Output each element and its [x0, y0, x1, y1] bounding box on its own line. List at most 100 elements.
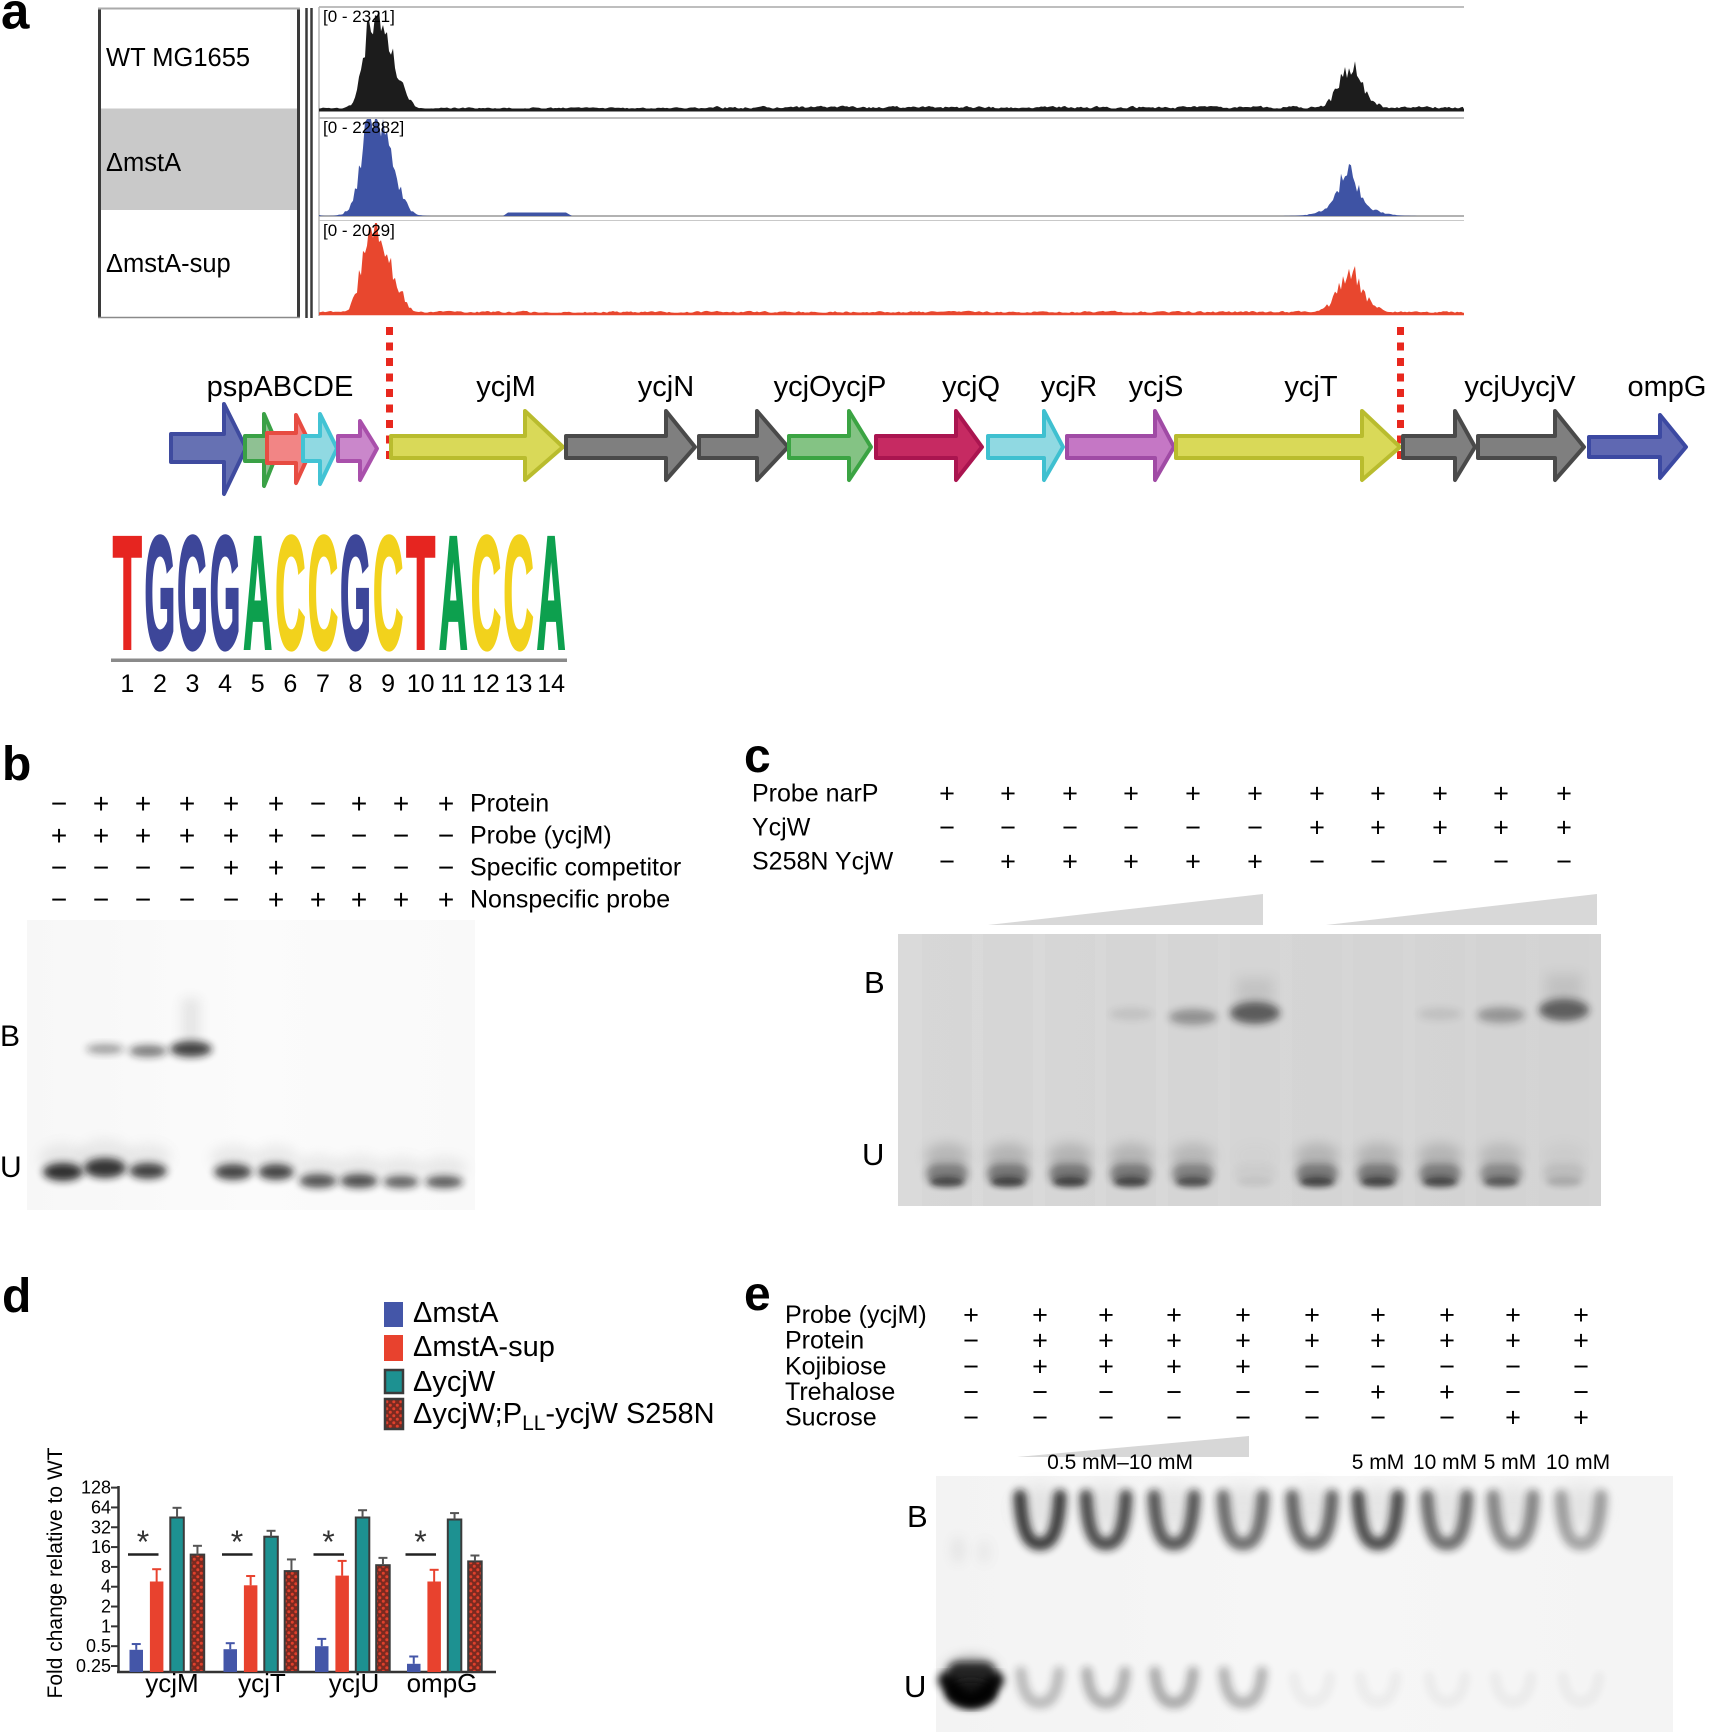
svg-text:C: C — [308, 503, 338, 682]
svg-text:Specific competitor: Specific competitor — [470, 854, 681, 882]
svg-text:+: + — [1000, 779, 1016, 809]
svg-text:−: − — [1439, 1352, 1455, 1382]
svg-text:9: 9 — [381, 670, 395, 698]
svg-text:8: 8 — [101, 1557, 111, 1577]
svg-text:+: + — [1247, 779, 1263, 809]
svg-text:+: + — [268, 788, 284, 819]
svg-text:ΔmstA-sup: ΔmstA-sup — [413, 1331, 555, 1363]
svg-text:−: − — [963, 1377, 979, 1407]
svg-text:T: T — [406, 504, 435, 683]
svg-text:−: − — [135, 884, 151, 915]
svg-text:*: * — [414, 1524, 426, 1560]
svg-text:−: − — [1032, 1377, 1048, 1407]
svg-text:+: + — [1062, 847, 1078, 877]
svg-text:−: − — [179, 884, 195, 915]
svg-text:−: − — [1000, 813, 1016, 843]
svg-text:1: 1 — [101, 1616, 111, 1636]
svg-text:+: + — [351, 788, 367, 819]
svg-text:−: − — [393, 820, 409, 851]
svg-text:Trehalose: Trehalose — [785, 1378, 895, 1406]
svg-text:−: − — [1304, 1377, 1320, 1407]
svg-text:c: c — [744, 730, 771, 783]
svg-text:−: − — [1098, 1403, 1114, 1433]
svg-text:YcjW: YcjW — [752, 814, 811, 842]
svg-text:5 mM: 5 mM — [1484, 1451, 1537, 1474]
svg-text:*: * — [231, 1524, 243, 1560]
svg-text:+: + — [1493, 813, 1509, 843]
svg-text:+: + — [1493, 779, 1509, 809]
svg-text:−: − — [1370, 1352, 1386, 1382]
svg-text:4: 4 — [218, 670, 232, 698]
svg-text:G: G — [210, 502, 241, 682]
svg-text:T: T — [113, 504, 142, 683]
svg-text:−: − — [1370, 1403, 1386, 1433]
svg-text:+: + — [223, 820, 239, 851]
svg-text:+: + — [135, 788, 151, 819]
svg-text:2: 2 — [153, 670, 167, 698]
svg-text:[0 - 2321]: [0 - 2321] — [323, 7, 395, 26]
svg-text:+: + — [1247, 847, 1263, 877]
svg-text:U: U — [0, 1151, 22, 1184]
svg-text:G: G — [340, 502, 371, 682]
svg-text:−: − — [1098, 1377, 1114, 1407]
svg-text:ycjM: ycjM — [476, 371, 536, 403]
svg-text:+: + — [1573, 1326, 1589, 1356]
svg-text:G: G — [177, 502, 208, 682]
svg-text:−: − — [1573, 1352, 1589, 1382]
svg-text:−: − — [438, 852, 454, 883]
svg-text:−: − — [1062, 813, 1078, 843]
svg-text:3: 3 — [186, 670, 200, 698]
svg-text:ompG: ompG — [407, 1668, 478, 1698]
svg-text:+: + — [1556, 779, 1572, 809]
svg-text:b: b — [2, 738, 31, 791]
svg-text:2: 2 — [101, 1597, 111, 1617]
svg-text:−: − — [1185, 813, 1201, 843]
svg-text:+: + — [438, 884, 454, 915]
svg-text:−: − — [179, 852, 195, 883]
svg-text:+: + — [1123, 847, 1139, 877]
svg-text:Kojibiose: Kojibiose — [785, 1353, 886, 1381]
svg-text:12: 12 — [472, 670, 500, 698]
svg-text:+: + — [1309, 813, 1325, 843]
svg-text:+: + — [93, 788, 109, 819]
svg-text:+: + — [1185, 847, 1201, 877]
svg-text:+: + — [963, 1300, 979, 1330]
svg-text:−: − — [939, 813, 955, 843]
svg-text:ycjN: ycjN — [638, 371, 694, 403]
svg-text:ycjOycjP: ycjOycjP — [774, 371, 887, 403]
svg-text:+: + — [1370, 1326, 1386, 1356]
svg-text:Fold change relative to WT: Fold change relative to WT — [44, 1447, 67, 1698]
svg-text:+: + — [1432, 813, 1448, 843]
svg-text:7: 7 — [316, 670, 330, 698]
svg-text:+: + — [1432, 779, 1448, 809]
svg-text:13: 13 — [505, 670, 533, 698]
svg-text:−: − — [51, 884, 67, 915]
svg-text:0.25: 0.25 — [76, 1656, 111, 1676]
svg-text:+: + — [310, 884, 326, 915]
svg-text:a: a — [1, 0, 30, 40]
svg-text:−: − — [351, 820, 367, 851]
svg-text:+: + — [1185, 779, 1201, 809]
svg-text:+: + — [1032, 1300, 1048, 1330]
svg-text:−: − — [1304, 1403, 1320, 1433]
svg-text:1: 1 — [120, 670, 134, 698]
svg-text:Sucrose: Sucrose — [785, 1404, 877, 1432]
svg-text:B: B — [864, 965, 885, 1000]
svg-text:+: + — [179, 820, 195, 851]
svg-text:A: A — [243, 502, 272, 682]
svg-text:−: − — [1493, 847, 1509, 877]
svg-text:+: + — [1556, 813, 1572, 843]
svg-text:d: d — [2, 1270, 31, 1323]
svg-text:5: 5 — [251, 670, 265, 698]
svg-text:S258N YcjW: S258N YcjW — [752, 848, 894, 876]
svg-text:−: − — [1032, 1403, 1048, 1433]
svg-text:Probe narP: Probe narP — [752, 780, 878, 808]
svg-text:ycjQ: ycjQ — [942, 371, 1000, 403]
svg-text:−: − — [93, 884, 109, 915]
svg-text:8: 8 — [349, 670, 363, 698]
svg-text:A: A — [439, 502, 468, 682]
svg-text:+: + — [1062, 779, 1078, 809]
svg-text:+: + — [1370, 779, 1386, 809]
svg-text:[0 - 22882]: [0 - 22882] — [323, 118, 404, 137]
svg-text:14: 14 — [537, 670, 565, 698]
